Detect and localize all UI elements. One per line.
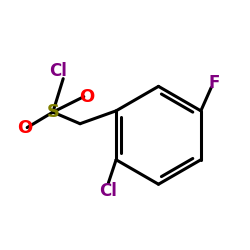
Text: F: F	[208, 74, 220, 92]
Text: S: S	[46, 103, 60, 121]
Text: Cl: Cl	[49, 62, 67, 80]
Text: O: O	[17, 118, 32, 136]
Text: O: O	[79, 88, 94, 106]
Text: Cl: Cl	[100, 182, 117, 200]
